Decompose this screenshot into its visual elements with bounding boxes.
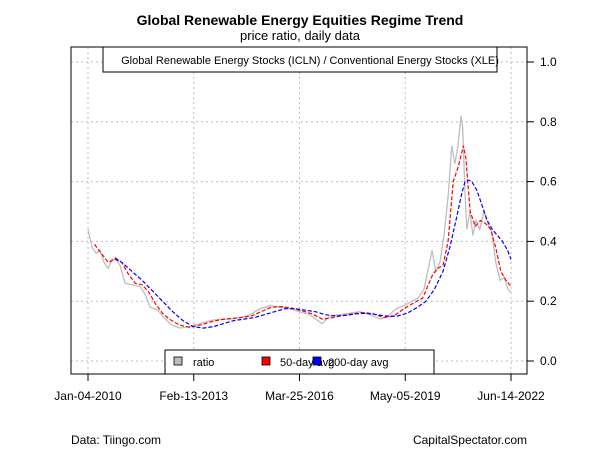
y-tick-label: 0.8 [540,115,557,129]
series-line-50-day-avg [94,145,512,328]
legend-swatch-ratio [173,356,183,366]
chart-title: Global Renewable Energy Equities Regime … [137,12,464,28]
y-tick-label: 0.4 [540,234,557,248]
footer-source: Data: Tiingo.com [71,433,161,447]
series-line-200-day-avg [114,179,512,329]
y-axis: 0.0 0.2 0.4 0.6 0.8 1.0 [527,55,557,368]
x-tick-label: May-05-2019 [370,389,441,403]
x-tick-label: Feb-13-2013 [159,389,228,403]
series-line-ratio [87,115,512,329]
legend-swatch-50-day [261,356,271,366]
legend-swatch-200-day [312,356,322,366]
y-tick-label: 0.6 [540,175,557,189]
y-tick-label: 0.0 [540,354,557,368]
legend-label-200-day: 200-day avg [328,357,389,369]
x-axis: Jan-04-2010 Feb-13-2013 Mar-25-2016 May-05-… [54,374,545,403]
series-lines [87,115,512,329]
legend-label-ratio: ratio [193,357,214,369]
y-tick-label: 1.0 [540,55,557,69]
annotation-box: Global Renewable Energy Stocks (ICLN) / … [102,46,499,73]
legend: ratio 50-day avg 200-day avg [164,349,435,375]
x-tick-label: Jun-14-2022 [477,389,545,403]
plot-frame [70,46,528,375]
annotation-text: Global Renewable Energy Stocks (ICLN) / … [121,55,499,67]
y-tick-label: 0.2 [540,294,557,308]
x-tick-label: Mar-25-2016 [265,389,334,403]
chart-subtitle: price ratio, daily data [240,28,361,43]
footer-brand: CapitalSpectator.com [413,433,527,447]
legend-label-50-day: 50-day avg [280,357,334,369]
x-tick-label: Jan-04-2010 [54,389,122,403]
grid [71,47,527,374]
